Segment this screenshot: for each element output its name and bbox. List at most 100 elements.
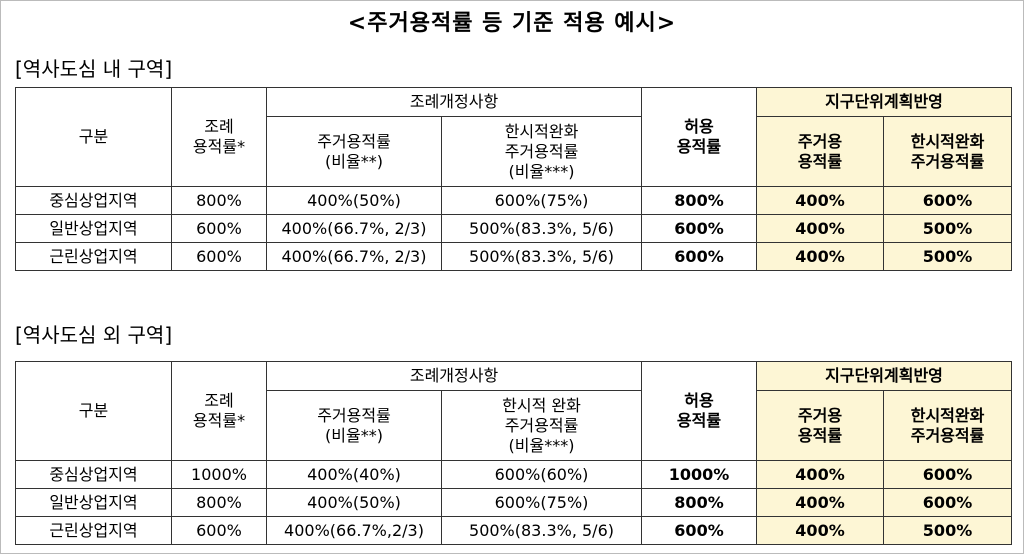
data-cell: 400%(66.7%,2/3) [266, 516, 442, 545]
data-row: 근린상업지역 600% 400%(66.7%, 2/3) 500%(83.3%, 5/… [15, 242, 1013, 271]
data-cell: 중심상업지역 [15, 460, 172, 489]
data-cell: 400%(40%) [266, 460, 442, 489]
header-line: 조례 [204, 391, 234, 410]
data-cell: 600%(75%) [440, 488, 643, 517]
header-line: 용적률 [676, 137, 722, 156]
data-cell: 400% [756, 460, 885, 489]
data-cell: 1000% [171, 460, 267, 489]
header-cell: 조례 용적률* [171, 361, 267, 461]
data-row: 중심상업지역 1000% 400%(40%) 600%(60%) 1000% 400% 60… [15, 460, 1013, 489]
data-cell: 일반상업지역 [15, 488, 172, 517]
data-cell: 600% [641, 242, 758, 271]
header-line: (비율**) [325, 151, 383, 171]
header-line: (비율***) [508, 161, 575, 181]
header-line: 주거용적률 [504, 141, 579, 161]
data-cell: 600% [641, 214, 758, 243]
header-cell: 한시적완화 주거용적률 [883, 116, 1013, 187]
data-cell: 800% [641, 186, 758, 215]
header-line: 한시적 완화 [502, 395, 581, 415]
header-cell: 한시적 완화 주거용적률 (비율***) [440, 390, 643, 461]
header-line: 용적률 [676, 411, 722, 430]
header-line: 구분 [78, 127, 109, 146]
data-cell: 400%(66.7%, 2/3) [266, 214, 442, 243]
header-line: 한시적완화 [504, 121, 579, 141]
header-line: (비율**) [325, 425, 383, 445]
data-cell: 500% [883, 516, 1013, 545]
section-label: [역사도심 외 구역] [15, 323, 173, 347]
header-line: 허용 [684, 117, 714, 136]
header-line: (비율***) [508, 435, 575, 455]
data-cell: 400%(66.7%, 2/3) [266, 242, 442, 271]
data-cell: 400% [756, 186, 885, 215]
data-cell: 근린상업지역 [15, 516, 172, 545]
header-cell: 허용 용적률 [641, 87, 758, 187]
header-row: 주거용적률 (비율**) 한시적완화 주거용적률 (비율***) 주거용 용적률 한시적완화 주… [16, 116, 1013, 187]
data-cell: 400% [756, 214, 885, 243]
header-cell: 허용 용적률 [641, 361, 758, 461]
section-label: [역사도심 내 구역] [15, 57, 173, 81]
header-line: 용적률* [192, 411, 246, 430]
data-cell: 500% [883, 214, 1013, 243]
data-cell: 600%(75%) [440, 186, 643, 215]
data-cell: 400%(50%) [266, 488, 442, 517]
group-header: 조례개정사항 [265, 361, 643, 391]
data-row: 일반상업지역 600% 400%(66.7%, 2/3) 500%(83.3%, 5/… [15, 214, 1013, 243]
data-cell: 400%(50%) [266, 186, 442, 215]
header-line: 한시적완화 [910, 131, 985, 151]
data-cell: 600%(60%) [440, 460, 643, 489]
header-cell: 조례 용적률* [171, 87, 267, 187]
header-row: 주거용적률 (비율**) 한시적 완화 주거용적률 (비율***) 주거용 용적률 한시적완화… [16, 390, 1013, 461]
header-line: 구분 [78, 401, 109, 420]
data-cell: 600% [641, 516, 758, 545]
data-cell: 1000% [641, 460, 758, 489]
data-cell: 600% [171, 242, 267, 271]
data-cell: 근린상업지역 [15, 242, 172, 271]
header-line: 용적률 [797, 151, 843, 171]
header-cell: 한시적완화 주거용적률 [883, 390, 1013, 461]
data-cell: 600% [883, 460, 1013, 489]
data-cell: 800% [171, 186, 267, 215]
data-cell: 400% [756, 488, 885, 517]
header-line: 용적률* [192, 137, 246, 156]
header-cell: 주거용 용적률 [756, 390, 885, 461]
data-row: 근린상업지역 600% 400%(66.7%,2/3) 500%(83.3%, 5/6… [15, 516, 1013, 545]
data-row: 중심상업지역 800% 400%(50%) 600%(75%) 800% 400% 600% [15, 186, 1013, 215]
header-line: 주거용적률 [504, 415, 579, 435]
header-line: 조례 [204, 117, 234, 136]
group-header: 지구단위계획반영 [756, 87, 1013, 117]
data-cell: 600% [171, 214, 267, 243]
header-line: 주거용 [797, 131, 843, 151]
header-line: 주거용적률 [910, 151, 985, 171]
header-cell: 주거용적률 (비율**) [266, 116, 442, 187]
data-cell: 중심상업지역 [15, 186, 172, 215]
header-line: 주거용적률 [910, 425, 985, 445]
header-line: 허용 [684, 391, 714, 410]
title: <주거용적률 등 기준 적용 예시> [347, 11, 677, 36]
data-cell: 600% [883, 186, 1013, 215]
data-cell: 500% [883, 242, 1013, 271]
data-cell: 400% [756, 242, 885, 271]
data-cell: 500%(83.3%, 5/6) [440, 214, 643, 243]
header-line: 용적률 [797, 425, 843, 445]
data-cell: 400% [756, 516, 885, 545]
header-row: 구분 조례 용적률* 조례개정사항 허용 용적률 지구단위계획반영 [15, 87, 1013, 187]
data-cell: 500%(83.3%, 5/6) [440, 242, 643, 271]
data-cell: 800% [171, 488, 267, 517]
header-cell: 구분 [15, 361, 172, 461]
group-header: 지구단위계획반영 [756, 361, 1013, 391]
header-cell: 구분 [15, 87, 172, 187]
data-cell: 600% [883, 488, 1013, 517]
header-line: 주거용적률 [317, 405, 391, 425]
data-table: 구분 조례 용적률* 조례개정사항 허용 용적률 지구단위계획반영 주거용적률 (비율**) 한시… [15, 87, 1013, 271]
header-row: 구분 조례 용적률* 조례개정사항 허용 용적률 지구단위계획반영 [15, 361, 1013, 461]
header-line: 한시적완화 [910, 405, 985, 425]
data-table: 구분 조례 용적률* 조례개정사항 허용 용적률 지구단위계획반영 주거용적률 (비율**) 한시… [15, 361, 1013, 545]
header-cell: 주거용적률 (비율**) [266, 390, 442, 461]
header-line: 주거용 [797, 405, 843, 425]
data-row: 일반상업지역 800% 400%(50%) 600%(75%) 800% 400% 600% [15, 488, 1013, 517]
header-cell: 주거용 용적률 [756, 116, 885, 187]
data-cell: 일반상업지역 [15, 214, 172, 243]
data-cell: 600% [171, 516, 267, 545]
data-cell: 500%(83.3%, 5/6) [440, 516, 643, 545]
